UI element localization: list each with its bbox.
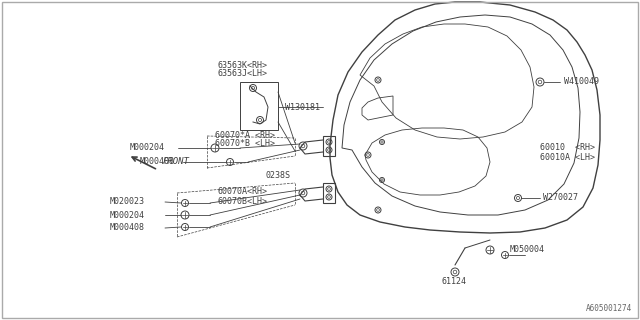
Text: 60010  <RH>: 60010 <RH> [540, 143, 595, 153]
Text: M000408: M000408 [140, 157, 175, 166]
Text: 61124: 61124 [442, 277, 467, 286]
Text: 63563J<LH>: 63563J<LH> [218, 69, 268, 78]
Text: 60070*A <RH>: 60070*A <RH> [215, 131, 275, 140]
Text: M050004: M050004 [510, 245, 545, 254]
Text: 60070B<LH>: 60070B<LH> [218, 196, 268, 205]
Text: 63563K<RH>: 63563K<RH> [218, 60, 268, 69]
Text: FRONT: FRONT [163, 157, 190, 166]
Text: W270027: W270027 [543, 194, 578, 203]
Text: M020023: M020023 [110, 197, 145, 206]
Text: 0238S: 0238S [266, 171, 291, 180]
Bar [240, 82, 278, 130]
Text: M000204: M000204 [130, 143, 165, 153]
Text: M000204: M000204 [110, 211, 145, 220]
Text: M000408: M000408 [110, 223, 145, 233]
Text: 60010A <LH>: 60010A <LH> [540, 153, 595, 162]
Text: 60070A<RH>: 60070A<RH> [218, 188, 268, 196]
Text: W410049: W410049 [564, 77, 599, 86]
Text: W130181: W130181 [285, 102, 320, 111]
Text: A605001274: A605001274 [586, 304, 632, 313]
Text: 60070*B <LH>: 60070*B <LH> [215, 140, 275, 148]
